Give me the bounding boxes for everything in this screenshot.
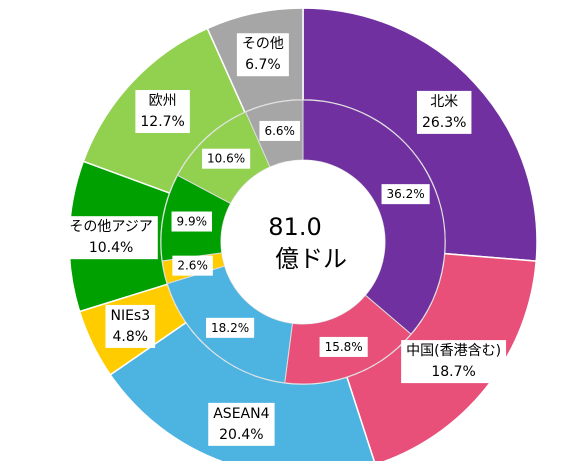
center-unit: 億ドル xyxy=(275,245,347,273)
label-box: ASEAN4 20.4% xyxy=(208,402,275,446)
label-bg xyxy=(416,90,472,134)
label-box: 2.6% xyxy=(172,255,213,276)
value-label: 12.7% xyxy=(140,114,184,130)
label-bg xyxy=(259,120,300,141)
label-box: NIEs3 4.8% xyxy=(105,304,156,348)
label-bg xyxy=(171,211,213,232)
category-label: NIEs3 xyxy=(110,308,150,324)
center-hole xyxy=(221,160,385,324)
value-label: 20.4% xyxy=(219,427,263,443)
label-box: 9.9% xyxy=(171,211,213,232)
label-bg xyxy=(172,255,213,276)
label-bg xyxy=(105,304,156,348)
center-value: 81.0 xyxy=(268,213,321,241)
label-bg xyxy=(236,33,289,77)
category-label: ASEAN4 xyxy=(213,406,269,422)
value-label: 6.6% xyxy=(264,124,295,138)
label-box: その他 6.7% xyxy=(236,33,289,77)
label-box: 中国(香港含む) 18.7% xyxy=(401,340,507,384)
value-label: 10.6% xyxy=(207,152,245,166)
label-bg xyxy=(319,336,368,357)
label-box: 北米 26.3% xyxy=(416,90,472,134)
label-box: 18.2% xyxy=(206,317,255,338)
label-box: 欧州 12.7% xyxy=(135,90,190,134)
category-label: その他 xyxy=(242,36,284,52)
value-label: 18.7% xyxy=(431,364,475,380)
category-label: その他アジア xyxy=(69,219,152,235)
category-label: 中国(香港含む) xyxy=(406,343,501,359)
label-box: 15.8% xyxy=(319,336,368,357)
value-label: 15.8% xyxy=(325,340,363,354)
label-bg xyxy=(202,148,251,169)
label-box: 6.6% xyxy=(259,120,300,141)
label-bg xyxy=(381,184,430,205)
label-bg xyxy=(64,216,158,260)
value-label: 18.2% xyxy=(211,321,249,335)
value-label: 6.7% xyxy=(245,57,281,73)
label-bg xyxy=(208,402,275,446)
value-label: 2.6% xyxy=(177,259,208,273)
category-label: 北米 xyxy=(430,94,458,110)
label-box: 10.6% xyxy=(202,148,251,169)
value-label: 4.8% xyxy=(113,329,149,345)
value-label: 10.4% xyxy=(89,240,133,256)
label-bg xyxy=(135,90,190,134)
value-label: 36.2% xyxy=(387,187,425,201)
category-label: 欧州 xyxy=(149,93,177,109)
value-label: 26.3% xyxy=(422,115,466,131)
label-box: 36.2% xyxy=(381,184,430,205)
label-bg xyxy=(206,317,255,338)
value-label: 9.9% xyxy=(177,215,208,229)
label-bg xyxy=(401,340,507,384)
label-box: その他アジア 10.4% xyxy=(64,216,158,260)
